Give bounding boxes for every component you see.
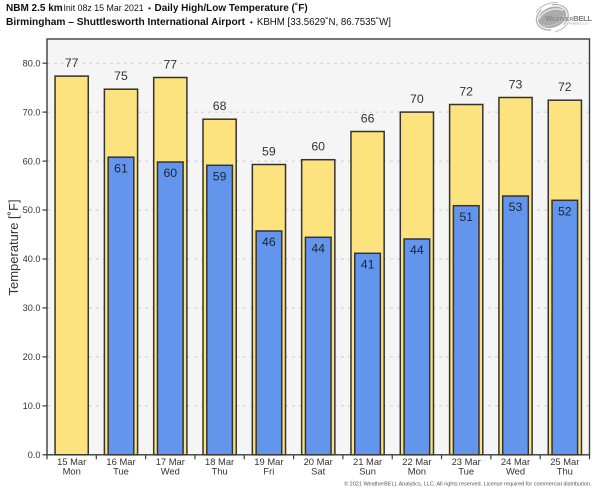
svg-text:30.0: 30.0 — [23, 303, 41, 313]
svg-text:Temperature [˚F]: Temperature [˚F] — [6, 199, 21, 295]
svg-text:70: 70 — [410, 92, 424, 106]
svg-text:20.0: 20.0 — [23, 352, 41, 362]
svg-text:© 2021 WeatherBELL Analytics,: © 2021 WeatherBELL Analytics, LLC. All r… — [344, 481, 592, 488]
svg-text:61: 61 — [114, 161, 128, 175]
svg-text:41: 41 — [361, 258, 375, 272]
svg-text:60.0: 60.0 — [23, 156, 41, 166]
svg-text:50.0: 50.0 — [23, 205, 41, 215]
svg-text:80.0: 80.0 — [23, 58, 41, 68]
svg-text:Mon: Mon — [408, 466, 426, 477]
svg-text:59: 59 — [213, 170, 227, 184]
svg-text:Tue: Tue — [458, 466, 474, 477]
svg-text:60: 60 — [163, 166, 177, 180]
svg-text:Wed: Wed — [161, 466, 180, 477]
svg-text:24 Mar: 24 Mar — [501, 456, 530, 467]
svg-text:16 Mar: 16 Mar — [106, 456, 135, 467]
svg-text:Sat: Sat — [311, 466, 325, 477]
svg-text:59: 59 — [262, 145, 276, 159]
svg-text:60: 60 — [311, 140, 325, 154]
svg-text:44: 44 — [410, 243, 424, 257]
svg-text:Thu: Thu — [557, 466, 573, 477]
svg-text:66: 66 — [361, 112, 375, 126]
svg-text:Wed: Wed — [506, 466, 525, 477]
svg-text:22 Mar: 22 Mar — [402, 456, 431, 467]
svg-text:Tue: Tue — [113, 466, 129, 477]
svg-text:51: 51 — [459, 210, 473, 224]
svg-text:53: 53 — [509, 200, 523, 214]
svg-text:Sun: Sun — [359, 466, 376, 477]
svg-text:15 Mar: 15 Mar — [57, 456, 86, 467]
svg-text:Analytics LLC: Analytics LLC — [569, 22, 590, 26]
svg-text:Thu: Thu — [212, 466, 228, 477]
svg-text:52: 52 — [558, 205, 572, 219]
svg-text:WEATHERBELL: WEATHERBELL — [545, 14, 592, 23]
svg-text:73: 73 — [509, 78, 523, 92]
svg-text:75: 75 — [114, 69, 128, 83]
svg-text:Fri: Fri — [263, 466, 274, 477]
svg-text:40.0: 40.0 — [23, 254, 41, 264]
svg-text:18 Mar: 18 Mar — [205, 456, 234, 467]
svg-text:72: 72 — [459, 85, 473, 99]
svg-text:20 Mar: 20 Mar — [304, 456, 333, 467]
svg-text:21 Mar: 21 Mar — [353, 456, 382, 467]
svg-text:72: 72 — [558, 80, 572, 94]
svg-text:19 Mar: 19 Mar — [254, 456, 283, 467]
svg-text:77: 77 — [163, 58, 177, 72]
svg-text:23 Mar: 23 Mar — [452, 456, 481, 467]
svg-text:10.0: 10.0 — [23, 401, 41, 411]
svg-text:0.0: 0.0 — [28, 450, 41, 460]
svg-text:25 Mar: 25 Mar — [550, 456, 579, 467]
svg-text:77: 77 — [65, 56, 79, 70]
svg-text:44: 44 — [311, 242, 325, 256]
svg-text:68: 68 — [213, 99, 227, 113]
svg-text:Mon: Mon — [63, 466, 81, 477]
svg-text:70.0: 70.0 — [23, 107, 41, 117]
svg-text:46: 46 — [262, 235, 276, 249]
svg-text:17 Mar: 17 Mar — [156, 456, 185, 467]
